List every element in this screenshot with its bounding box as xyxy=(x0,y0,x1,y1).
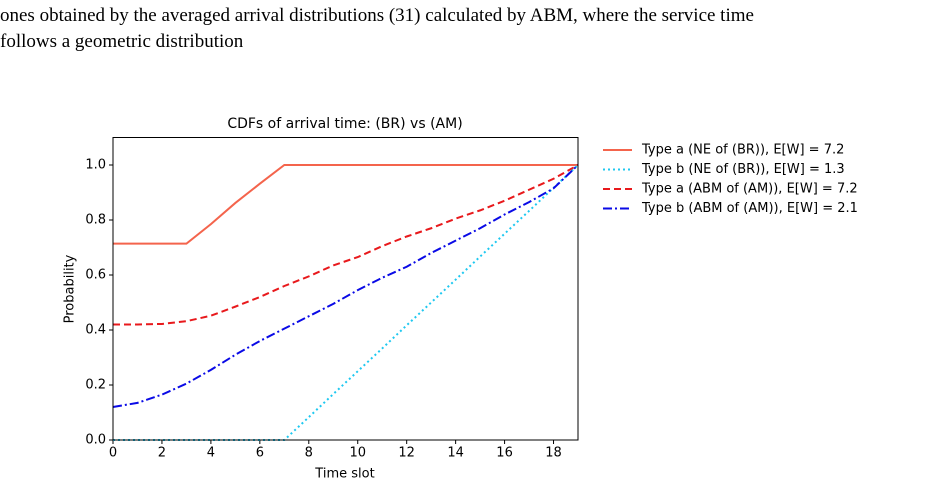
text-line: follows a geometric distribution xyxy=(0,31,244,52)
chart-title: CDFs of arrival time: (BR) vs (AM) xyxy=(227,116,462,132)
x-tick-label: 4 xyxy=(207,446,215,461)
plot-frame xyxy=(112,137,579,441)
y-tick-label: 0.4 xyxy=(85,323,106,338)
text-line: ones obtained by the averaged arrival di… xyxy=(0,5,754,26)
x-tick-label: 12 xyxy=(398,446,415,461)
legend-label: Type b (NE of (BR)), E[W] = 1.3 xyxy=(641,162,845,177)
y-tick-label: 0.0 xyxy=(85,433,106,448)
x-axis-label: Time slot xyxy=(314,467,374,482)
x-tick-label: 14 xyxy=(447,446,464,461)
y-axis-label: Probability xyxy=(63,254,78,323)
series-line xyxy=(112,164,579,408)
series-line xyxy=(113,164,579,326)
y-tick-label: 0.8 xyxy=(85,213,106,228)
y-tick-label: 1.0 xyxy=(85,158,106,173)
legend-label: Type a (ABM of (AM)), E[W] = 7.2 xyxy=(641,182,858,197)
x-tick-label: 0 xyxy=(109,446,117,461)
x-tick-label: 2 xyxy=(158,446,166,461)
y-tick-label: 0.6 xyxy=(85,268,106,283)
y-tick-label: 0.2 xyxy=(85,378,106,393)
legend-label: Type b (ABM of (AM)), E[W] = 2.1 xyxy=(641,201,858,216)
series-line xyxy=(113,164,579,441)
x-tick-label: 6 xyxy=(256,446,264,461)
series-line xyxy=(113,164,578,245)
legend-label: Type a (NE of (BR)), E[W] = 7.2 xyxy=(641,143,844,158)
x-tick-label: 10 xyxy=(349,446,366,461)
x-tick-label: 8 xyxy=(305,446,313,461)
x-tick-label: 18 xyxy=(545,446,562,461)
x-tick-label: 16 xyxy=(496,446,513,461)
